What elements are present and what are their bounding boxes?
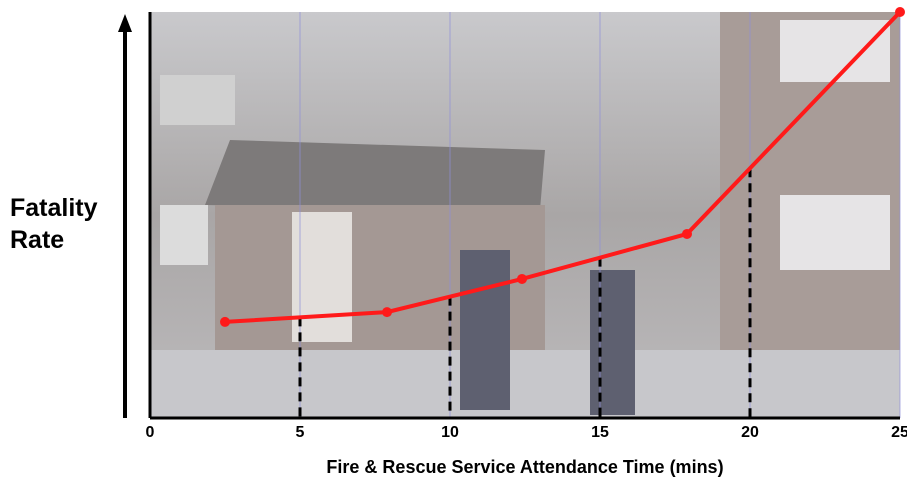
data-point — [220, 316, 230, 327]
y-axis-label: Fatality Rate — [10, 194, 98, 254]
x-tick-label: 25 — [891, 424, 907, 441]
x-axis-label: Fire & Rescue Service Attendance Time (m… — [326, 457, 723, 477]
data-point — [382, 307, 392, 318]
x-tick-label: 0 — [146, 424, 155, 441]
x-tick-label: 5 — [296, 424, 305, 441]
x-tick-label: 15 — [591, 424, 609, 441]
data-point — [682, 228, 692, 239]
background-photo — [150, 12, 900, 418]
x-tick-label: 10 — [441, 424, 459, 441]
data-point — [895, 7, 905, 17]
x-tick-label: 20 — [741, 424, 759, 441]
y-arrow-head — [118, 14, 132, 32]
data-point — [517, 273, 527, 284]
